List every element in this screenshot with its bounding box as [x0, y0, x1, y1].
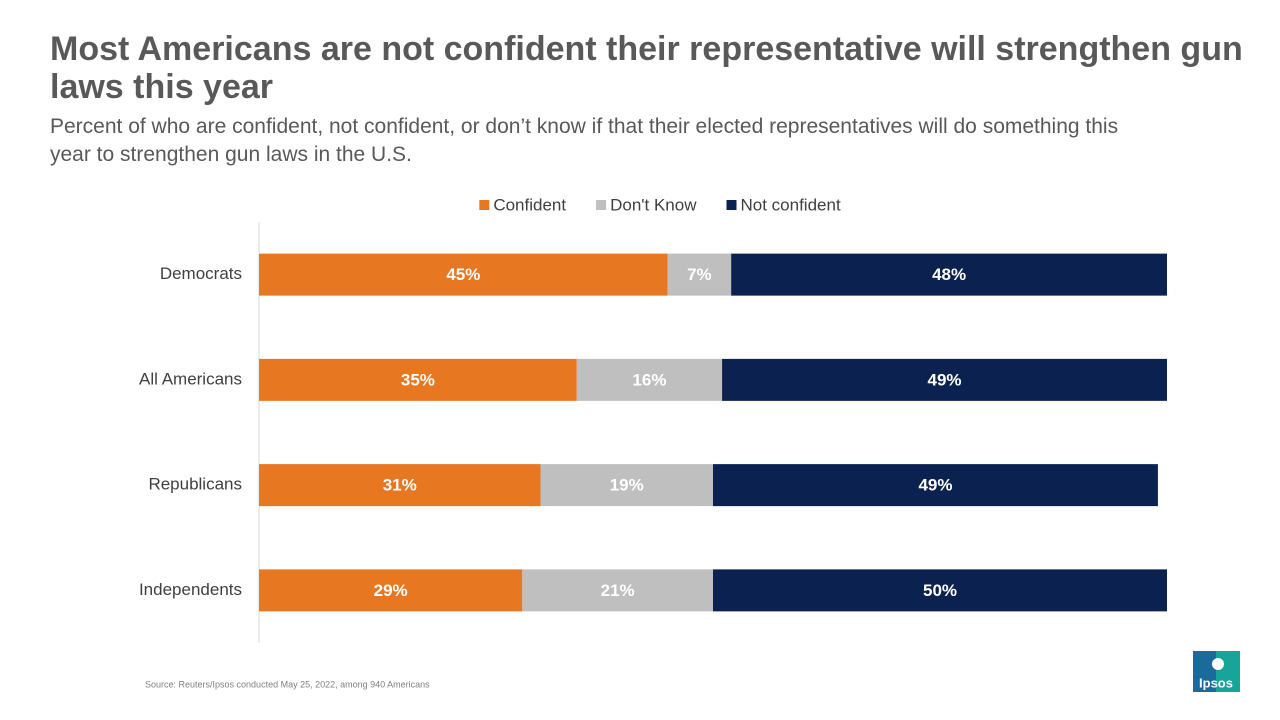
legend-swatch: [596, 200, 607, 210]
chart-title: Most Americans are not confident their r…: [50, 30, 1243, 106]
data-label: 35%: [401, 370, 435, 389]
category-label: Democrats: [160, 264, 242, 283]
category-label: Independents: [139, 580, 242, 599]
legend-swatch: [726, 200, 737, 210]
bar-segment: [576, 358, 723, 401]
bar-segment: [259, 569, 523, 612]
legend-label: Confident: [493, 195, 566, 214]
category-label: All Americans: [139, 369, 242, 388]
data-label: 45%: [446, 265, 480, 284]
data-label: 48%: [932, 265, 966, 284]
data-label: 50%: [923, 581, 957, 600]
bar-segment: [259, 253, 668, 296]
bar-segment: [259, 464, 541, 507]
data-label: 49%: [918, 476, 952, 495]
bar-segment: [731, 253, 1167, 296]
logo-accent: [1216, 651, 1240, 692]
data-label: 21%: [601, 581, 635, 600]
bar-segment: [259, 358, 577, 401]
bar-segment: [540, 464, 713, 507]
data-label: 29%: [374, 581, 408, 600]
bar-segment: [522, 569, 713, 612]
legend-label: Don't Know: [610, 195, 697, 214]
logo-text: Ipsos: [1199, 675, 1233, 690]
legend-swatch: [479, 200, 490, 210]
chart-subtitle: Percent of who are confident, not confid…: [50, 115, 1119, 166]
bar-segment: [722, 358, 1167, 401]
bar-segment: [713, 464, 1158, 507]
data-label: 19%: [610, 476, 644, 495]
logo-mark: [1212, 658, 1224, 670]
data-label: 7%: [687, 265, 712, 284]
bar-segment: [713, 569, 1167, 612]
category-label: Republicans: [148, 475, 242, 494]
data-label: 31%: [383, 476, 417, 495]
source-note: Source: Reuters/Ipsos conducted May 25, …: [145, 679, 430, 689]
bar-segment: [667, 253, 732, 296]
legend-label: Not confident: [741, 195, 841, 214]
data-label: 16%: [632, 370, 666, 389]
data-label: 49%: [928, 370, 962, 389]
